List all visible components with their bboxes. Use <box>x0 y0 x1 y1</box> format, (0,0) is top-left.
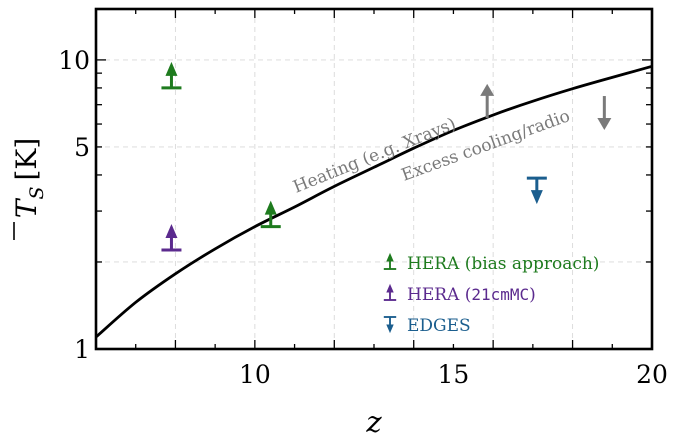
limit-arrowhead <box>264 200 277 215</box>
y-axis-label: TS [K] <box>10 138 48 240</box>
legend-marker <box>383 283 397 301</box>
legend-item: EDGES <box>383 316 471 336</box>
limit-arrowhead <box>530 190 543 205</box>
y-axis-label-sub: S <box>26 187 48 200</box>
cooling-arrow-head <box>597 118 612 131</box>
legend-marker <box>383 252 397 270</box>
x-tick-label: 20 <box>636 360 668 389</box>
legend-label: HERA (bias approach) <box>407 254 599 274</box>
legend-marker <box>383 316 397 334</box>
x-axis-label: z <box>365 405 382 439</box>
annotations-layer: Heating (e.g. Xrays)Excess cooling/radio <box>290 83 612 198</box>
y-tick-label: 1 <box>74 335 90 364</box>
legend-label: HERA (21cmMC) <box>407 285 536 305</box>
data-point <box>161 224 182 252</box>
legend-marker-glyph <box>383 252 397 270</box>
data-point <box>526 176 547 205</box>
x-tick-label: 15 <box>438 360 470 389</box>
data-points-layer <box>161 61 547 252</box>
legend-marker-glyph <box>383 316 397 334</box>
limit-arrowhead <box>386 252 394 262</box>
axis-ticks <box>96 9 652 350</box>
y-tick-label: 5 <box>74 133 90 162</box>
legend-label: EDGES <box>407 316 471 336</box>
y-axis-label-unit: [K] <box>10 138 43 181</box>
limit-arrowhead <box>386 324 394 334</box>
limit-arrowhead <box>386 283 394 293</box>
y-axis-label-main: T <box>10 197 43 218</box>
data-point <box>260 200 281 229</box>
limit-arrowhead <box>165 224 178 239</box>
legend: HERA (bias approach) HERA (21cmMC) EDGES <box>383 252 599 336</box>
grid <box>95 9 653 349</box>
heating-arrow-head <box>480 83 495 96</box>
svg-text:TS[K]: TS [K] <box>10 138 48 218</box>
legend-marker-glyph <box>383 283 397 301</box>
limit-arrowhead <box>165 61 178 76</box>
legend-item: HERA (21cmMC) <box>383 283 536 305</box>
model-curve <box>96 64 652 339</box>
y-tick-label: 10 <box>58 46 90 75</box>
legend-item: HERA (bias approach) <box>383 252 599 274</box>
data-point <box>161 61 182 90</box>
x-tick-label: 10 <box>239 360 271 389</box>
model-curve-layer <box>96 64 652 339</box>
